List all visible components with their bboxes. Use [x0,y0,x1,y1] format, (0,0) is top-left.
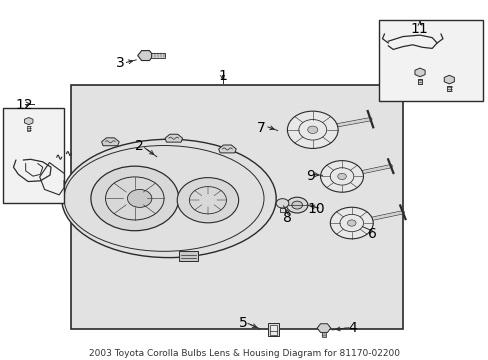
Bar [269,325,276,335]
Polygon shape [164,134,182,142]
Polygon shape [218,145,236,153]
Bar [378,21,483,101]
Circle shape [177,177,238,223]
Circle shape [329,168,353,185]
Text: 11: 11 [409,22,427,36]
Text: 12: 12 [15,98,33,112]
Bar [417,79,421,84]
Circle shape [287,111,337,148]
Text: 9: 9 [305,170,314,183]
Text: 6: 6 [367,227,376,241]
Circle shape [286,197,307,213]
Circle shape [91,166,178,231]
Circle shape [291,201,302,209]
Circle shape [298,120,326,140]
Text: 7: 7 [257,121,265,135]
Bar [322,332,325,337]
Bar [267,323,278,336]
Polygon shape [102,138,119,146]
Ellipse shape [64,145,264,251]
Circle shape [127,189,152,207]
Text: 2: 2 [135,139,144,153]
Text: 5: 5 [238,316,247,330]
Text: 1: 1 [218,69,226,83]
Text: 4: 4 [347,321,356,335]
Text: 2003 Toyota Corolla Bulbs Lens & Housing Diagram for 81170-02200: 2003 Toyota Corolla Bulbs Lens & Housing… [89,349,399,358]
Bar [71,85,402,329]
Circle shape [347,220,355,226]
Circle shape [105,177,163,220]
Bar [151,53,164,58]
Bar [279,208,285,212]
Circle shape [320,161,363,192]
Bar [447,86,450,91]
Bar [27,126,30,131]
Ellipse shape [61,139,276,258]
Circle shape [276,199,288,208]
Text: 8: 8 [283,211,291,225]
Circle shape [339,214,363,232]
Text: 3: 3 [116,57,124,71]
Circle shape [337,173,346,180]
Bar [3,108,64,203]
Text: 10: 10 [307,202,325,216]
Circle shape [189,186,226,214]
Bar [178,251,198,261]
Circle shape [330,207,372,239]
Circle shape [307,126,317,134]
